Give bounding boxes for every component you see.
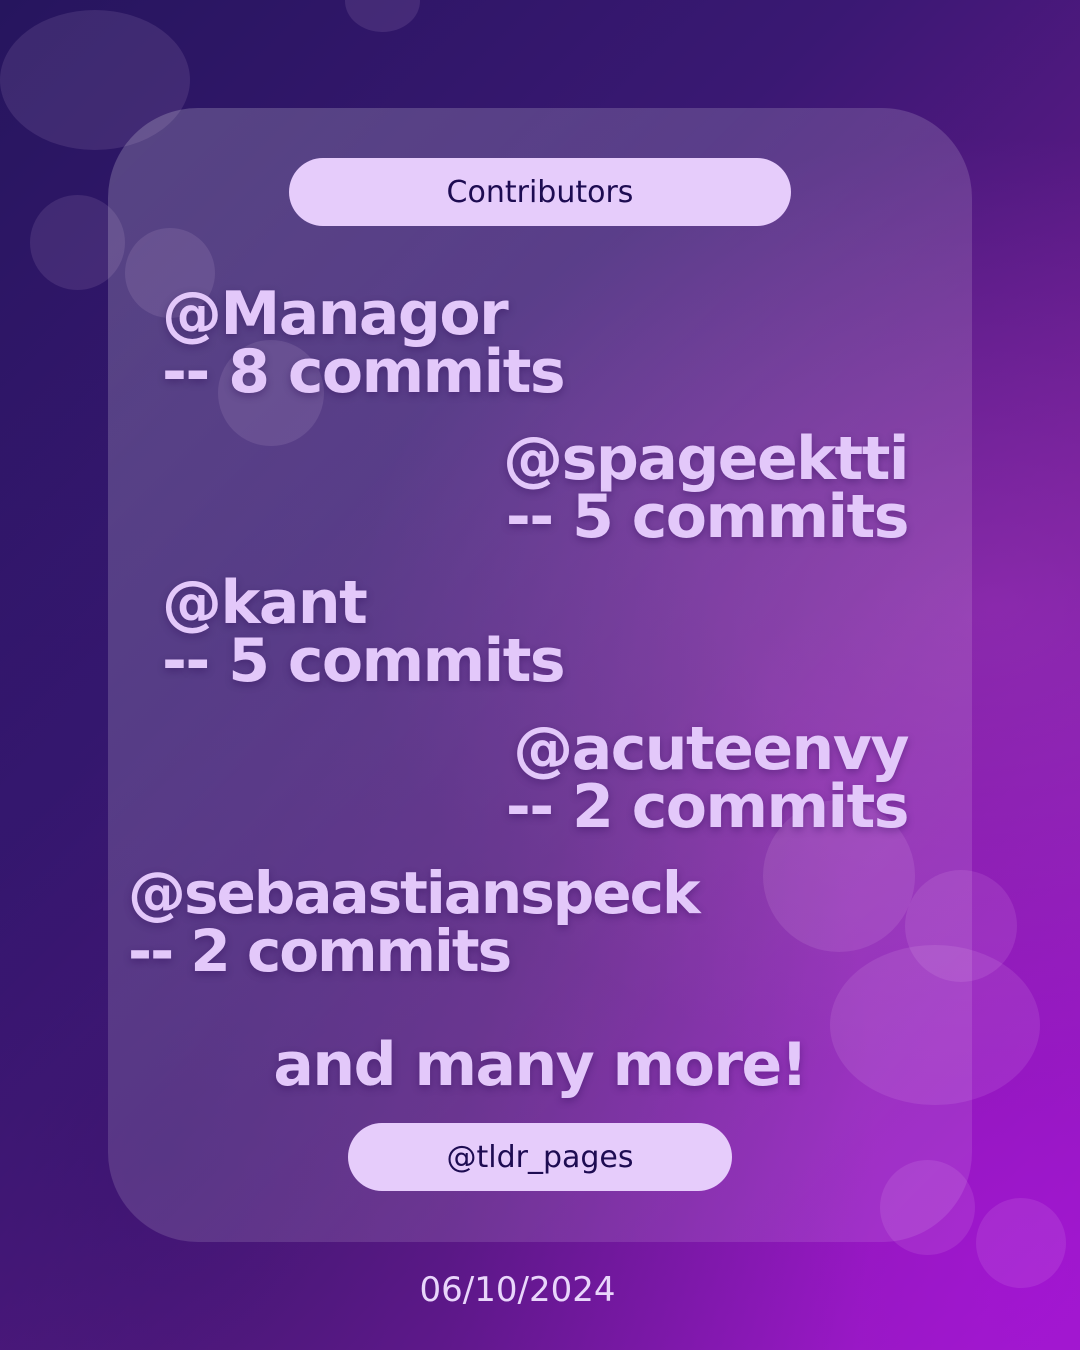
- contributor-commits: -- 2 commits: [505, 772, 910, 842]
- contributor-entry: @kant -- 5 commits: [162, 568, 566, 696]
- contributor-commits: -- 8 commits: [162, 337, 566, 407]
- contributor-handle: @spageektti: [503, 424, 909, 494]
- contributor-entry: @spageektti -- 5 commits: [503, 424, 910, 552]
- contributor-handle: @acuteenvy: [513, 714, 909, 784]
- title-pill: Contributors: [289, 158, 791, 226]
- contributor-handle: @sebaastianspeck: [128, 859, 701, 927]
- bokeh-circle: [125, 228, 215, 318]
- post-date: 06/10/2024: [419, 1270, 616, 1310]
- contributor-handle: @kant: [162, 568, 368, 638]
- bokeh-circle: [0, 10, 190, 150]
- bokeh-circle: [830, 945, 1040, 1105]
- contributor-entry: @sebaastianspeck -- 2 commits: [128, 859, 701, 985]
- contributor-commits: -- 2 commits: [128, 917, 512, 985]
- bokeh-circle: [880, 1160, 975, 1255]
- title-label: Contributors: [446, 174, 634, 210]
- account-handle-label: @tldr_pages: [446, 1139, 634, 1175]
- contributor-handle: @Managor: [162, 279, 509, 349]
- contributor-commits: -- 5 commits: [162, 626, 566, 696]
- contributor-entry: @acuteenvy -- 2 commits: [505, 714, 910, 842]
- bokeh-circle: [218, 340, 324, 446]
- contributors-card: [108, 108, 972, 1242]
- contributor-entry: @Managor -- 8 commits: [162, 279, 566, 407]
- bokeh-circle: [763, 800, 915, 952]
- and-many-more-text: and many more!: [273, 1030, 808, 1100]
- contributor-commits: -- 5 commits: [505, 482, 910, 552]
- bokeh-circle: [905, 870, 1017, 982]
- account-handle-pill: @tldr_pages: [348, 1123, 732, 1191]
- bokeh-circle: [976, 1198, 1066, 1288]
- bokeh-circle: [30, 195, 125, 290]
